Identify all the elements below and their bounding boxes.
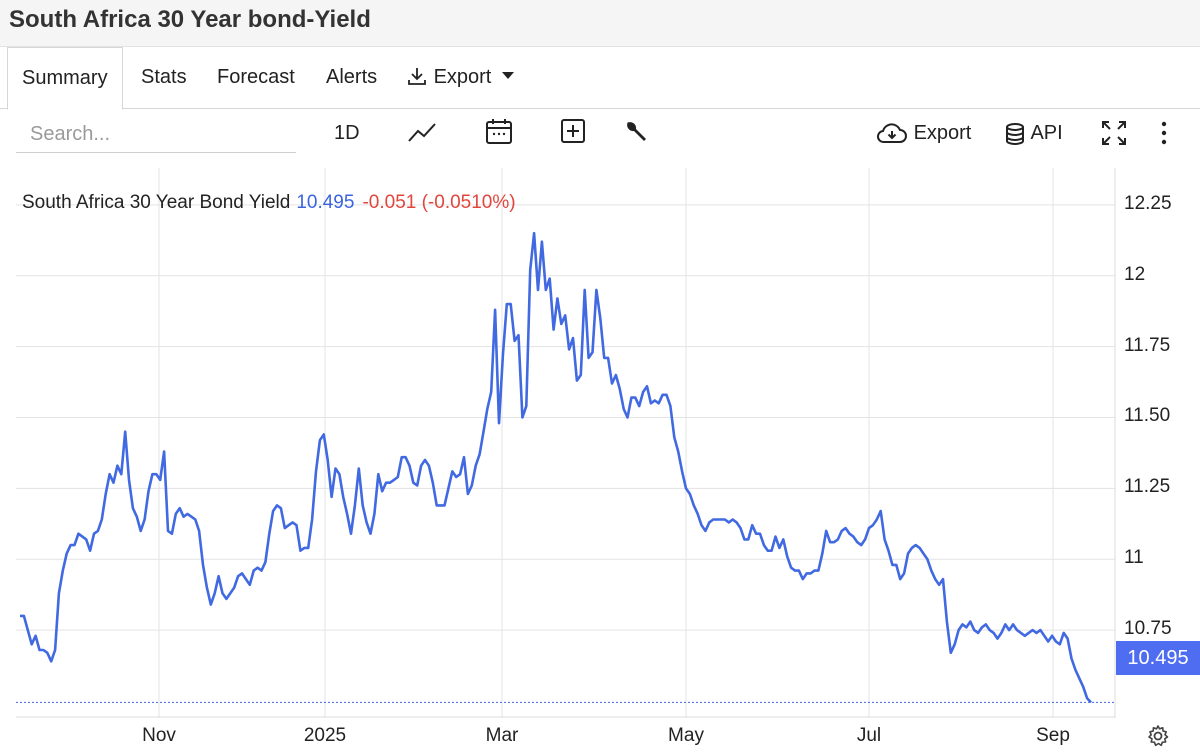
legend-value: 10.495: [296, 192, 355, 213]
legend-name: South Africa 30 Year Bond Yield: [22, 192, 291, 213]
legend-change: -0.051 (-0.0510%): [362, 192, 516, 213]
chart-legend: South Africa 30 Year Bond Yield 10.495 -0.…: [22, 192, 516, 214]
chart-toolbar: 1D Export API: [0, 109, 1200, 159]
tab-alerts[interactable]: Alerts: [326, 66, 378, 88]
download-icon: [406, 66, 428, 88]
tab-export-label: Export: [433, 66, 492, 88]
y-tick-label: 10.75: [1124, 618, 1172, 640]
page-title: South Africa 30 Year bond-Yield: [9, 6, 371, 33]
title-bar: South Africa 30 Year bond-Yield: [0, 0, 1200, 47]
export-button[interactable]: Export: [876, 121, 971, 146]
gear-icon[interactable]: [1146, 724, 1170, 753]
x-tick-label: May: [668, 725, 704, 746]
y-tick-label: 12.25: [1124, 192, 1172, 214]
x-tick-label: Mar: [485, 725, 519, 746]
x-tick-label: Nov: [142, 725, 176, 746]
tab-forecast[interactable]: Forecast: [217, 66, 295, 88]
line-chart-icon[interactable]: [407, 119, 437, 145]
y-tick-label: 11: [1124, 547, 1144, 569]
add-box-icon[interactable]: [560, 118, 586, 144]
y-tick-label: 11.25: [1124, 476, 1171, 498]
api-button-label: API: [1030, 122, 1063, 144]
tab-stats[interactable]: Stats: [141, 66, 187, 88]
wrench-icon[interactable]: [623, 118, 649, 144]
tab-summary[interactable]: Summary: [7, 47, 123, 110]
series-line: [20, 231, 1092, 704]
x-tick-label: 2025: [303, 725, 347, 746]
fullscreen-icon[interactable]: [1100, 119, 1128, 147]
tab-bar: Summary Stats Forecast Alerts Export: [0, 47, 1200, 110]
yield-line-chart[interactable]: [16, 168, 1200, 718]
last-price-tag: 10.495: [1116, 641, 1200, 675]
search-input[interactable]: [16, 117, 296, 153]
cloud-download-icon: [876, 122, 908, 144]
y-tick-label: 11.50: [1124, 405, 1171, 427]
x-tick-label: Sep: [1036, 725, 1070, 746]
caret-down-icon: [501, 72, 514, 80]
database-icon: [1004, 122, 1026, 145]
export-button-label: Export: [913, 122, 972, 144]
tab-export[interactable]: Export: [406, 47, 514, 108]
interval-button[interactable]: 1D: [334, 122, 360, 144]
more-vert-icon[interactable]: [1156, 119, 1172, 147]
x-tick-label: Jul: [856, 725, 882, 746]
y-tick-label: 12: [1124, 263, 1146, 285]
api-button[interactable]: API: [1004, 121, 1063, 146]
y-tick-label: 11.75: [1124, 334, 1171, 356]
calendar-icon[interactable]: [485, 117, 513, 145]
